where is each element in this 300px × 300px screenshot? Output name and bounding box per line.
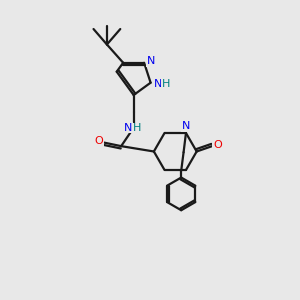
Text: N: N — [146, 56, 155, 66]
Text: H: H — [133, 123, 141, 133]
Text: O: O — [213, 140, 222, 150]
Text: H: H — [162, 79, 170, 88]
Text: N: N — [154, 79, 162, 88]
Text: N: N — [124, 123, 133, 133]
Text: O: O — [94, 136, 103, 146]
Text: N: N — [182, 122, 190, 131]
